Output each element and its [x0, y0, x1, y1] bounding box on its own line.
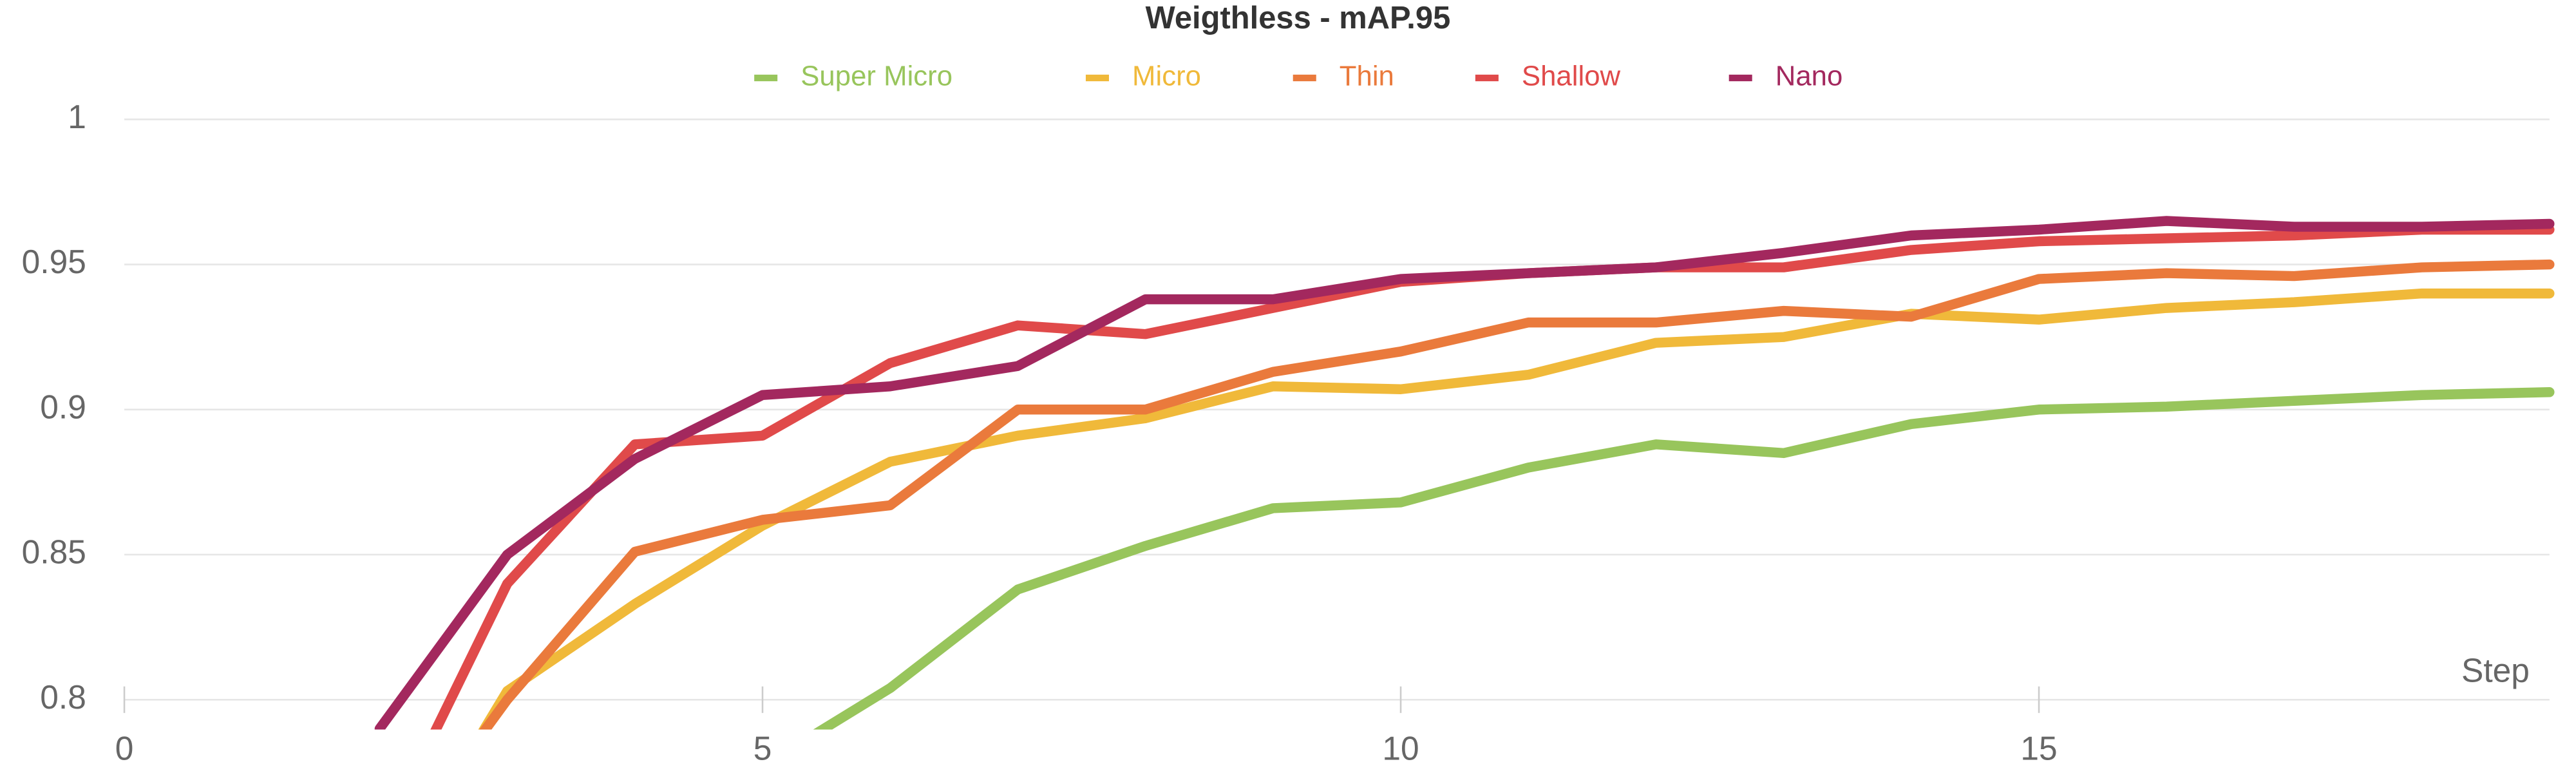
x-tick-label: 10	[1382, 730, 1419, 767]
legend-label: Thin	[1340, 61, 1394, 92]
legend-label: Super Micro	[800, 61, 952, 92]
series-line	[478, 288, 2555, 730]
legend: Super Micro Micro Thin Shallow Nano	[754, 61, 1842, 92]
x-axis-label: Step	[2461, 652, 2530, 689]
plot-area	[374, 216, 2555, 730]
x-tick-label: 15	[2020, 730, 2057, 767]
series-line	[430, 224, 2555, 730]
x-tick-label: 0	[115, 730, 134, 767]
legend-label: Micro	[1132, 61, 1201, 92]
legend-label: Nano	[1776, 61, 1843, 92]
series-line	[813, 387, 2555, 730]
series-line	[479, 259, 2555, 730]
y-tick-label: 0.95	[22, 243, 86, 280]
y-tick-label: 0.85	[22, 533, 86, 571]
y-tick-label: 1	[68, 98, 86, 135]
y-tick-label: 0.8	[40, 678, 86, 716]
chart-title: Weigthless - mAP.95	[1146, 1, 1451, 35]
x-tick-label: 5	[753, 730, 772, 767]
y-tick-label: 0.9	[40, 388, 86, 425]
legend-label: Shallow	[1522, 61, 1621, 92]
series-line	[374, 216, 2555, 730]
